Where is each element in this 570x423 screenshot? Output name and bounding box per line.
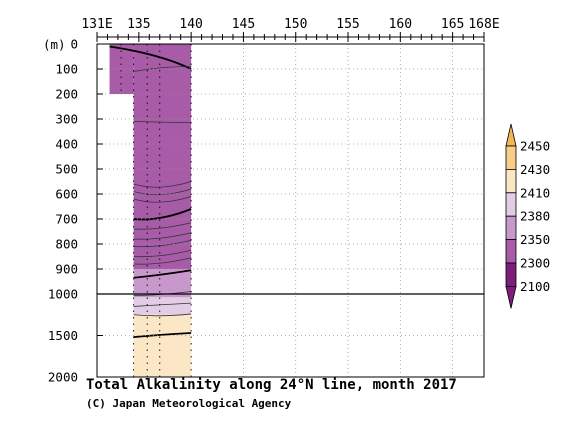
section-fill-2: [133, 269, 192, 298]
x-tick-label-5: 155: [336, 17, 359, 32]
contour-mid-2: [133, 196, 192, 203]
contour-900-bold: [133, 269, 192, 279]
x-axis: 131E 135 140 145 150 155 160 165 168E: [81, 17, 500, 42]
colorbar-band-4: [505, 239, 517, 264]
y-tick-label-10: 1000: [48, 287, 78, 302]
contour-lines: [109, 45, 192, 339]
y-tick-label-6: 600: [55, 187, 78, 202]
section-fill-1: [133, 44, 192, 269]
y-tick-label-0: 0: [70, 37, 78, 52]
x-tick-label-6: 160: [389, 17, 412, 32]
colorbar-label-1: 2430: [520, 162, 550, 177]
contour-1100: [133, 302, 192, 307]
contour-deep-3: [133, 249, 192, 258]
x-tick-label-4: 150: [284, 17, 307, 32]
contour-1250: [133, 313, 192, 317]
y-tick-label-3: 300: [55, 112, 78, 127]
y-axis: 0 100 200 300 400 500 600 700 800 900 1000 1500 2000: [48, 37, 103, 385]
x-tick-label-8: 168E: [468, 17, 499, 32]
contour-mid-1: [133, 188, 192, 196]
y-axis-label: (m): [43, 37, 66, 52]
contour-deep-2: [133, 239, 192, 248]
y-tick-label-1: 100: [55, 62, 78, 77]
colorbar-label-0: 2450: [520, 139, 550, 154]
plot-frame: [96, 43, 485, 378]
grid-lines: [97, 44, 484, 377]
colorbar-top-arrow: [505, 123, 517, 147]
colorbar-band-0: [505, 145, 517, 170]
colorbar-band-1: [505, 168, 517, 194]
contour-700-bold: [133, 208, 192, 221]
credit-line: (C) Japan Meteorological Agency: [86, 397, 292, 410]
colorbar-label-4: 2350: [520, 232, 550, 247]
colorbar: 2450 2430 2410 2380 2350 2300 2100: [505, 123, 550, 309]
section-fills: [109, 44, 192, 377]
x-tick-label-7: 165: [441, 17, 464, 32]
y-tick-label-12: 2000: [48, 370, 78, 385]
contour-deep-4: [133, 257, 192, 265]
colorbar-band-5: [505, 262, 517, 287]
y-tick-label-5: 500: [55, 162, 78, 177]
chart-title: Total Alkalinity along 24°N line, month …: [86, 377, 457, 393]
y-tick-label-8: 800: [55, 237, 78, 252]
x-tick-label-1: 135: [127, 17, 150, 32]
colorbar-label-3: 2380: [520, 209, 550, 224]
y-tick-label-4: 400: [55, 137, 78, 152]
x-tick-label-2: 140: [179, 17, 202, 32]
contour-1500-bold: [133, 332, 192, 339]
colorbar-band-3: [505, 215, 517, 240]
colorbar-bottom-arrow: [505, 285, 517, 309]
x-tick-label-0: 131E: [81, 17, 112, 32]
colorbar-label-2: 2410: [520, 185, 550, 200]
y-tick-label-2: 200: [55, 87, 78, 102]
contour-mid-0: [133, 181, 192, 188]
contour-deep-0: [133, 222, 192, 230]
y-tick-label-9: 900: [55, 262, 78, 277]
y-tick-label-7: 700: [55, 212, 78, 227]
colorbar-label-5: 2300: [520, 256, 550, 271]
y-tick-label-11: 1500: [48, 328, 78, 343]
contour-surface-bold: [109, 45, 192, 70]
contour-300: [133, 121, 192, 124]
section-fill-3: [133, 297, 192, 315]
contour-surface-thin: [133, 66, 192, 72]
colorbar-label-6: 2100: [520, 279, 550, 294]
x-tick-label-3: 145: [232, 17, 255, 32]
section-fill-4: [133, 314, 192, 377]
contour-deep-1: [133, 232, 192, 240]
colorbar-band-2: [505, 192, 517, 217]
